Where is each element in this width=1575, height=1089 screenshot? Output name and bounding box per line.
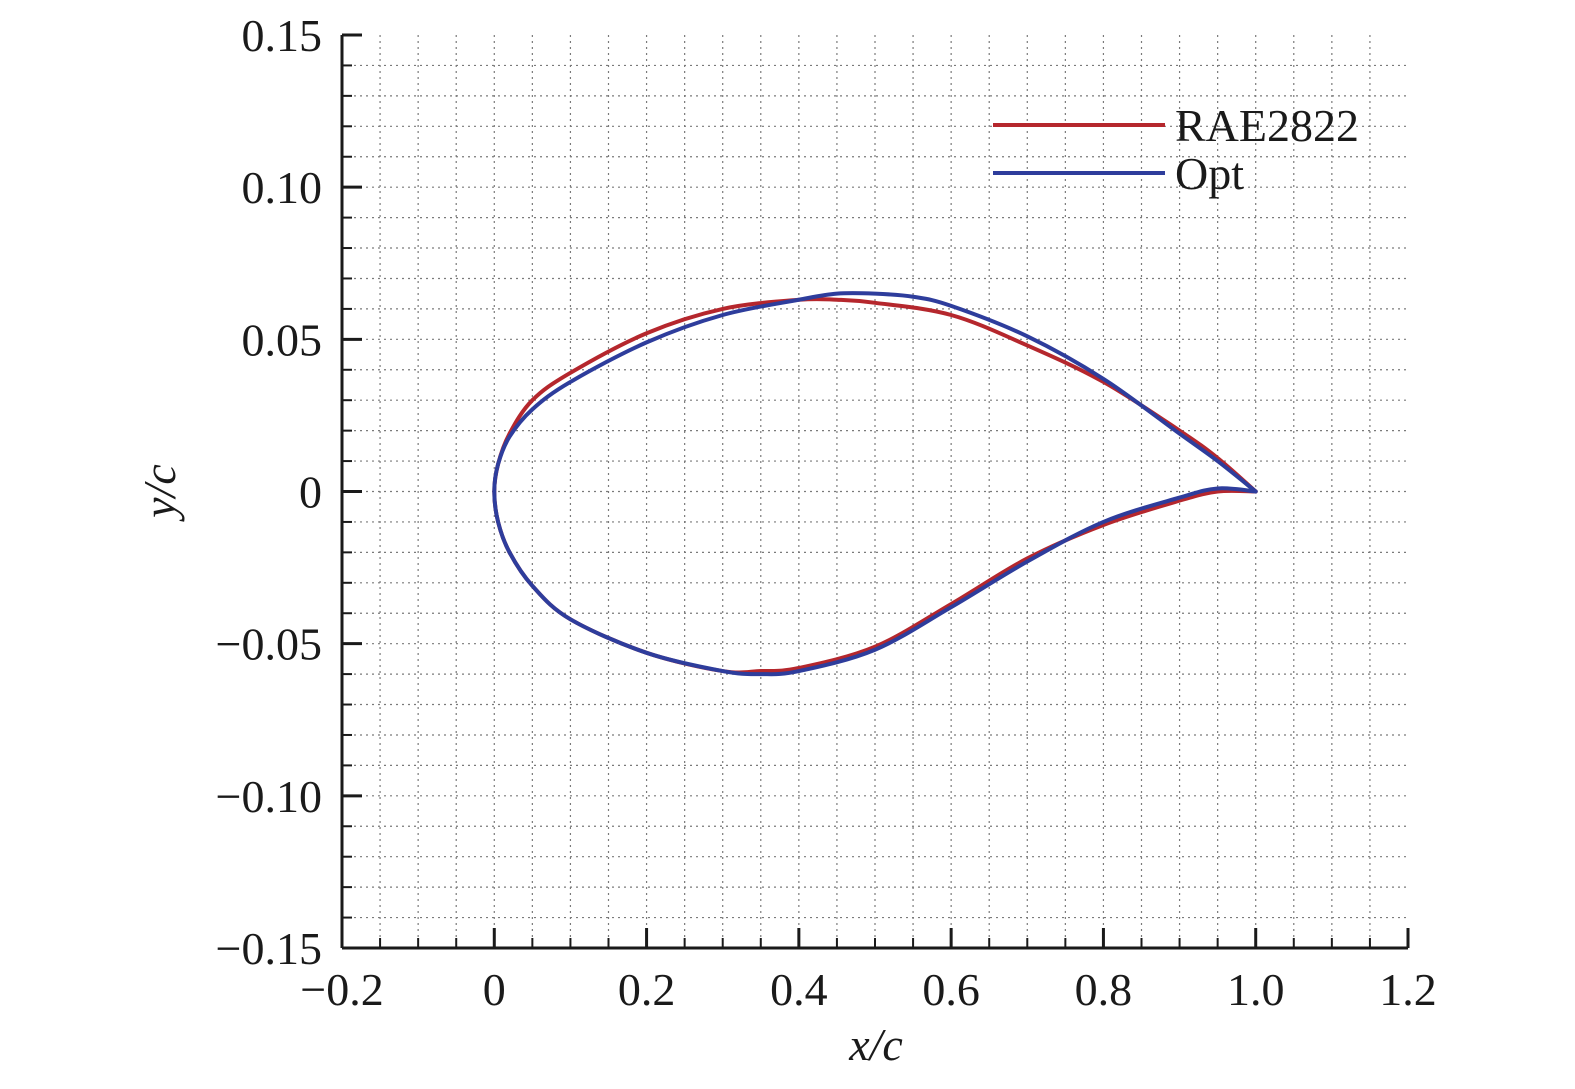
x-tick-label: 0.4 <box>770 964 828 1015</box>
x-tick-label: 1.2 <box>1379 964 1437 1015</box>
y-tick-label: 0.05 <box>242 314 323 365</box>
legend-label-rae2822: RAE2822 <box>1175 100 1359 151</box>
x-axis-title: x/c <box>848 1019 903 1070</box>
x-tick-label: 1.0 <box>1227 964 1285 1015</box>
y-tick-label: −0.10 <box>216 771 322 822</box>
y-tick-label: 0.10 <box>242 162 323 213</box>
x-tick-label: 0 <box>483 964 506 1015</box>
y-tick-label: −0.15 <box>216 923 322 974</box>
legend-label-opt: Opt <box>1175 148 1244 199</box>
x-tick-label: −0.2 <box>300 964 383 1015</box>
y-tick-label: −0.05 <box>216 619 322 670</box>
series-line-opt <box>492 291 1258 677</box>
y-tick-label: 0 <box>299 467 322 518</box>
x-tick-label: 0.6 <box>922 964 980 1015</box>
y-axis-title: y/c <box>134 464 185 522</box>
series-lines <box>492 291 1258 677</box>
ticks: −0.2 0 0.2 0.4 0.6 0.8 1.0 1.2 −0.15 −0.10 −0.05 0 0… <box>216 10 1437 1015</box>
x-tick-label: 0.8 <box>1075 964 1133 1015</box>
x-tick-label: 0.2 <box>618 964 676 1015</box>
y-tick-label: 0.15 <box>242 10 323 61</box>
